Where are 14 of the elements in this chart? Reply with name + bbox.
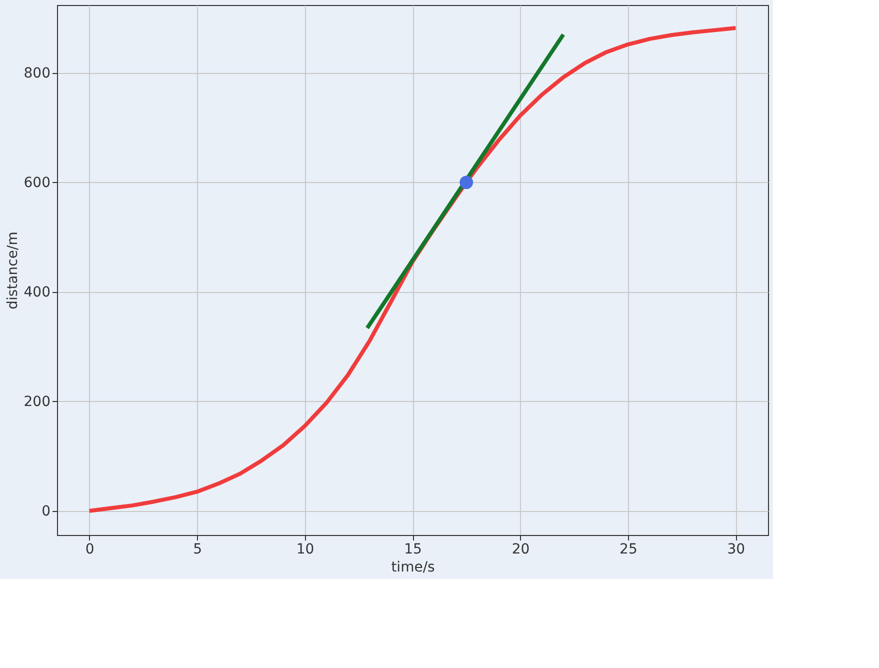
y-tick-label: 200 [24, 394, 50, 410]
y-tick-label: 400 [24, 284, 50, 300]
y-tick-label: 800 [24, 65, 50, 82]
y-tick-label: 0 [42, 503, 50, 520]
x-tick-label: 25 [620, 542, 638, 558]
x-tick-label: 15 [404, 542, 422, 558]
x-tick-label: 5 [193, 542, 202, 558]
x-tick-label: 0 [85, 542, 94, 558]
x-axis-title: time/s [391, 560, 435, 576]
x-tick-label: 20 [512, 542, 530, 558]
x-tick-label: 10 [296, 542, 314, 558]
y-tick-label: 600 [24, 174, 50, 191]
y-axis-title: distance/m [4, 232, 21, 310]
x-tick-label: 30 [727, 542, 746, 558]
